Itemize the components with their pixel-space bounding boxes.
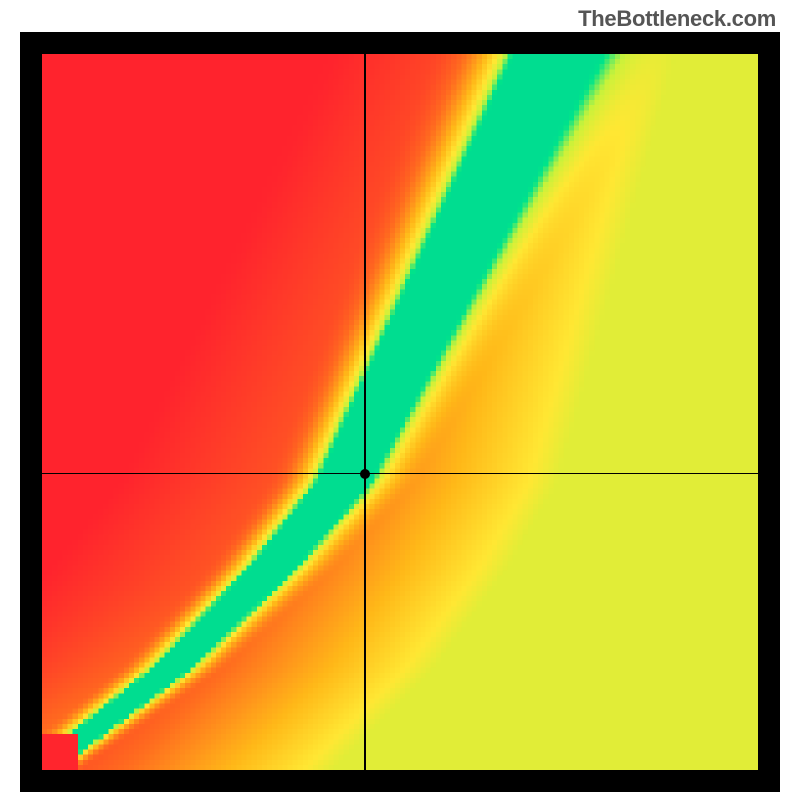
bottleneck-heatmap	[42, 54, 758, 770]
watermark-text: TheBottleneck.com	[578, 6, 776, 32]
crosshair-vertical	[364, 54, 365, 770]
crosshair-horizontal	[42, 473, 758, 474]
crosshair-marker	[360, 469, 370, 479]
